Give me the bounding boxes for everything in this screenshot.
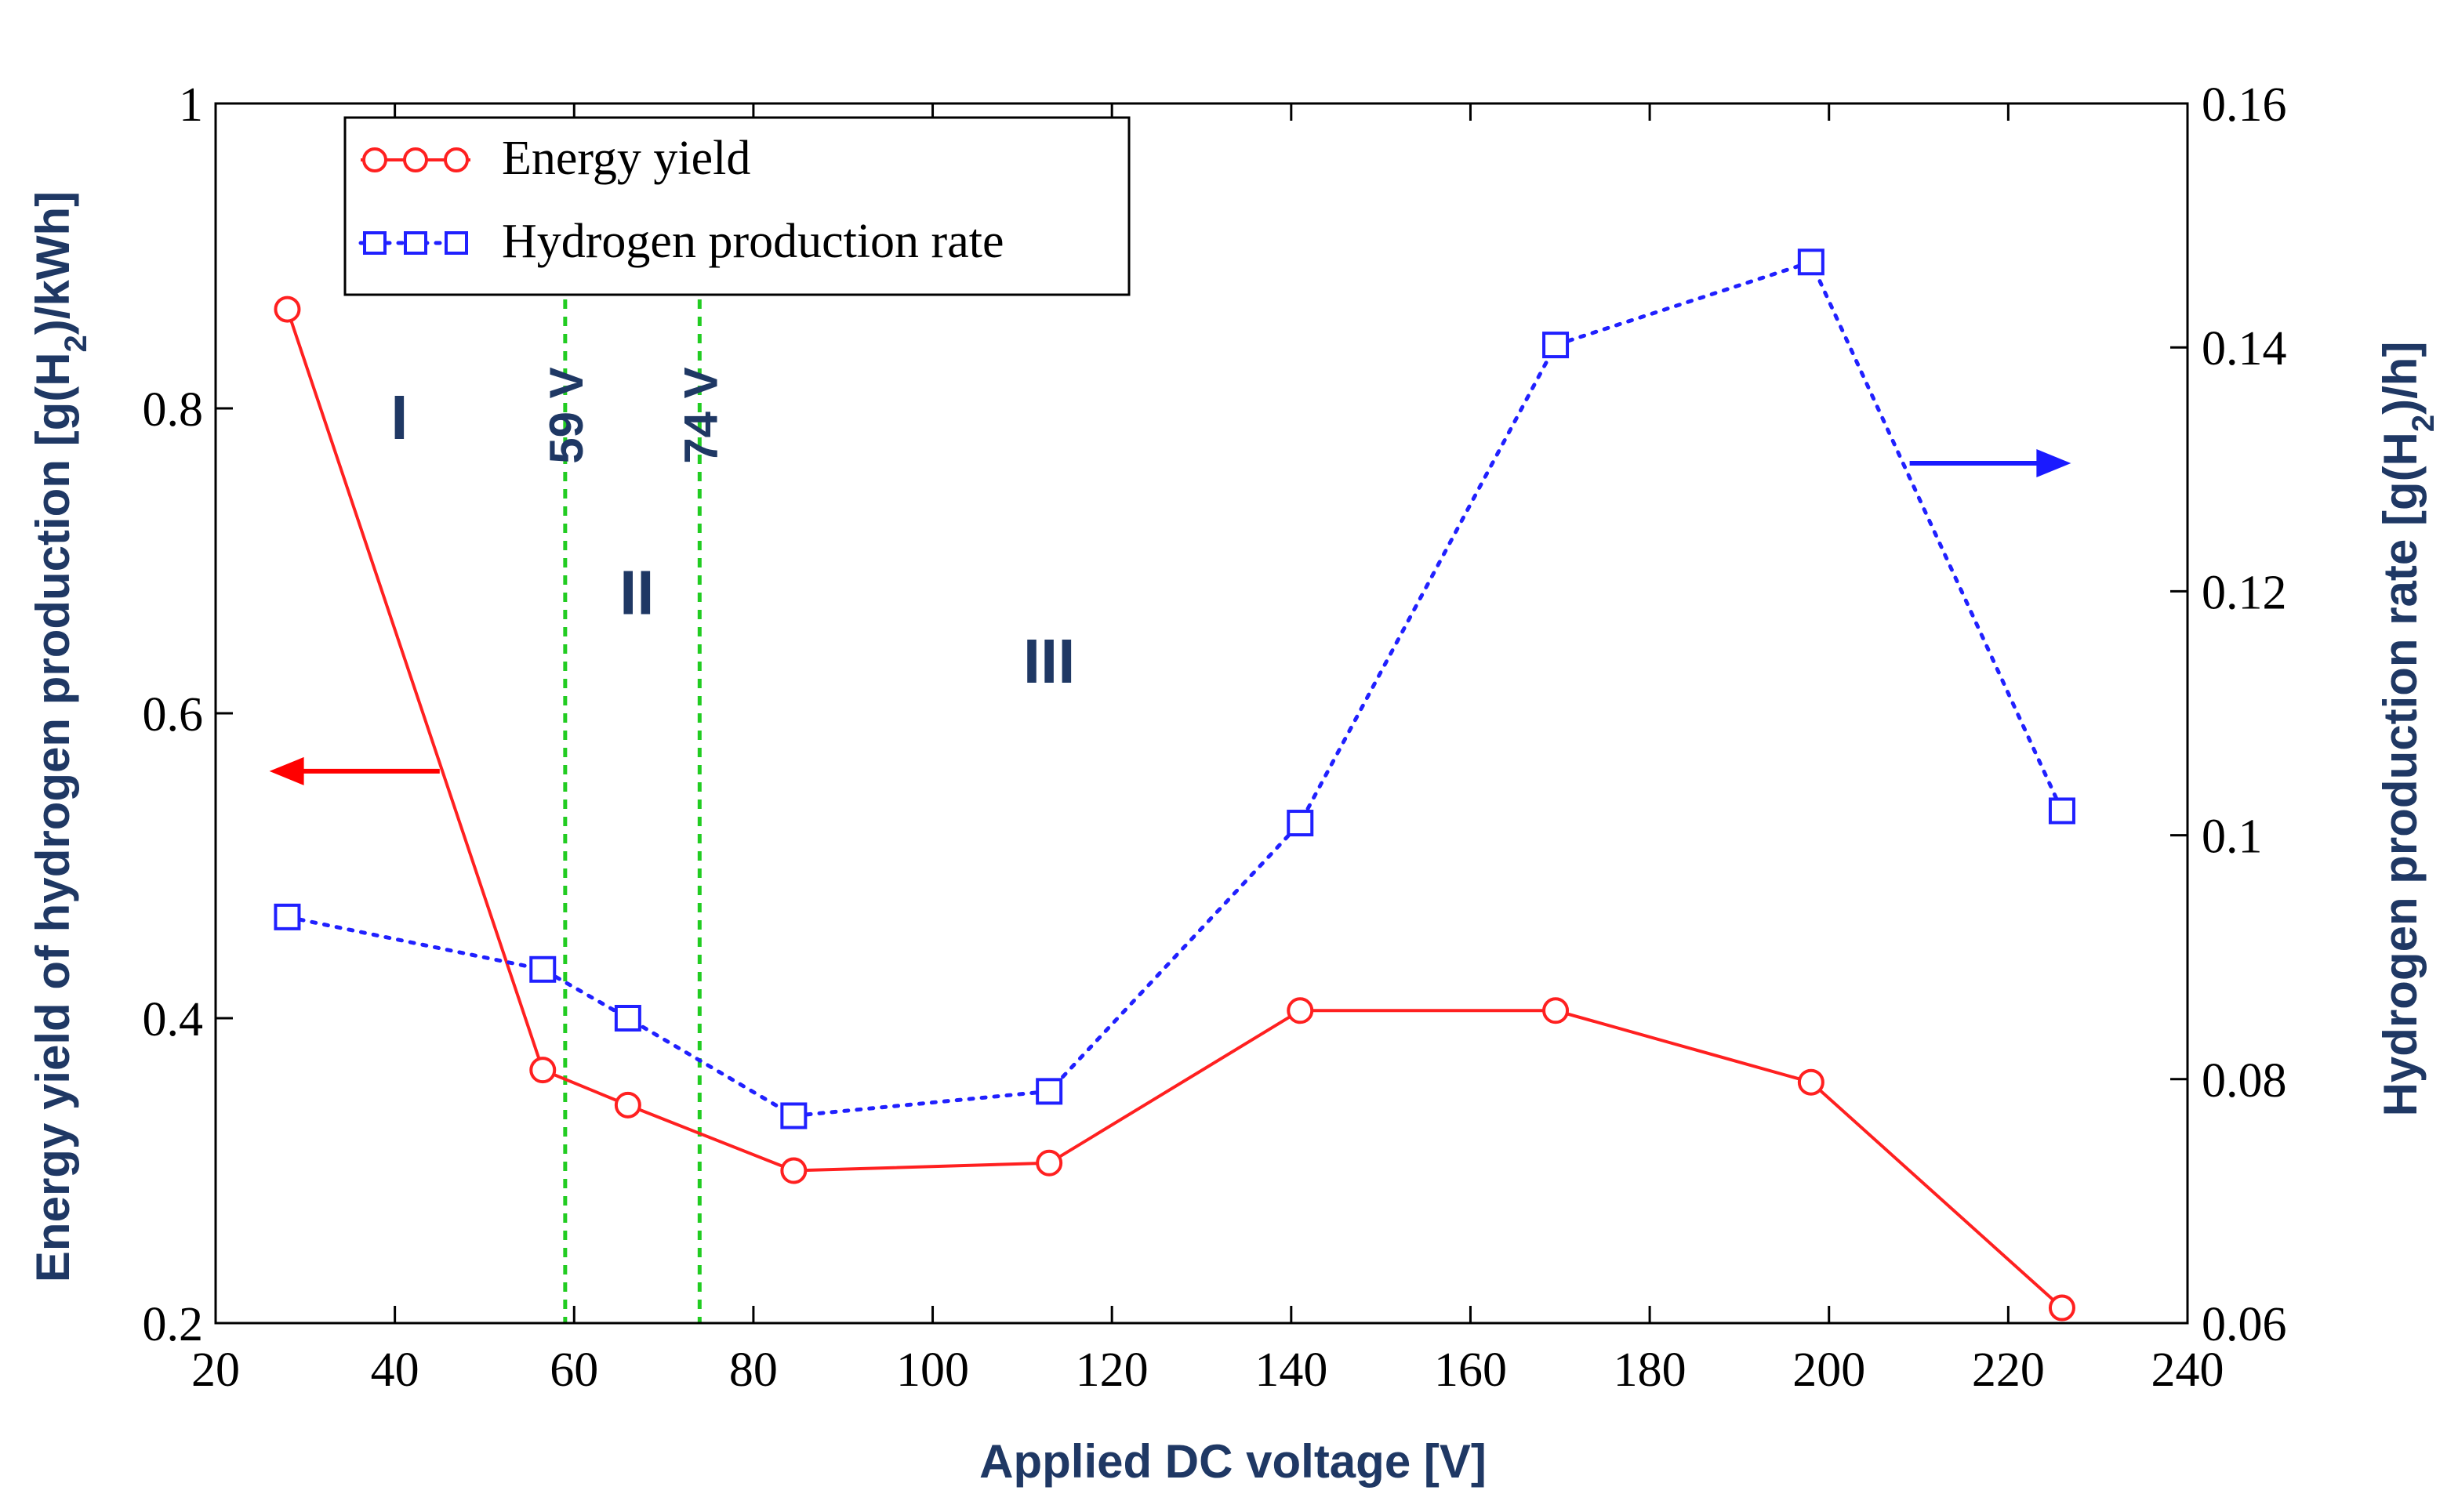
y-axis-right-title-pre: Hydrogen production rate [g(H	[2374, 432, 2427, 1116]
x-tick-label: 200	[1792, 1343, 1865, 1397]
y-left-tick-label: 0.6	[143, 688, 204, 741]
y-right-tick-label: 0.06	[2202, 1298, 2287, 1351]
y-axis-right-title: Hydrogen production rate [g(H2)/h]	[2374, 342, 2441, 1117]
series-layer	[274, 248, 2075, 1322]
left-axis-arrow-head	[269, 756, 304, 785]
hydrogen-rate-point	[614, 1005, 641, 1032]
y-left-tick-label: 0.8	[143, 383, 204, 437]
y-axis-left-title-sub: 2	[59, 335, 93, 352]
energy-yield-point	[1542, 997, 1570, 1024]
legend-marker-hydrogen-rate	[404, 231, 427, 255]
y-axis-right-title-sub: 2	[2406, 415, 2441, 432]
legend-marker-energy-yield	[403, 147, 428, 172]
y-axis-left-title: Energy yield of hydrogen production [g(H…	[27, 191, 93, 1282]
hydrogen-rate-point	[1036, 1078, 1063, 1105]
y-right-tick-label: 0.14	[2202, 322, 2287, 375]
y-left-tick-label: 0.4	[143, 993, 204, 1046]
x-tick-label: 240	[2151, 1343, 2224, 1397]
y-left-tick-label: 1	[179, 78, 203, 132]
legend-label-energy-yield: Energy yield	[502, 132, 750, 185]
region-label: I	[390, 383, 408, 452]
legend-box	[343, 116, 1131, 296]
hydrogen-rate-point	[2048, 797, 2075, 825]
x-tick-label: 220	[1972, 1343, 2045, 1397]
y-right-tick-label: 0.1	[2202, 810, 2263, 864]
right-axis-arrow-head	[2036, 449, 2071, 478]
x-tick-label: 120	[1076, 1343, 1149, 1397]
region-label: III	[1023, 626, 1076, 696]
y-axis-right-title-post: )/h]	[2374, 342, 2427, 415]
y-axis-left-title-pre: Energy yield of hydrogen production [g(H	[27, 352, 79, 1282]
energy-yield-point	[1797, 1068, 1824, 1096]
legend-sample-hydrogen-rate	[358, 231, 473, 255]
x-tick-label: 20	[191, 1343, 240, 1397]
y-right-tick-label: 0.12	[2202, 566, 2287, 619]
x-axis-title: Applied DC voltage [V]	[979, 1435, 1487, 1488]
vertical-marker-lines	[563, 299, 702, 1323]
energy-yield-point	[1287, 997, 1314, 1024]
hydrogen-rate-point	[1287, 810, 1314, 837]
y-left-tick-label: 0.2	[143, 1298, 204, 1351]
legend-marker-hydrogen-rate	[363, 231, 387, 255]
region-label: II	[619, 558, 654, 628]
legend-marker-hydrogen-rate	[445, 231, 468, 255]
x-tick-label: 180	[1614, 1343, 1686, 1397]
legend-label-hydrogen-rate: Hydrogen production rate	[502, 215, 1004, 268]
tick-labels: 20 40 60 80 100 120 140 160 180 200 220 240 0.2 0.4 0.…	[143, 78, 2287, 1397]
x-tick-label: 100	[896, 1343, 969, 1397]
x-tick-label: 40	[371, 1343, 419, 1397]
vertical-marker-label: 74 V	[674, 367, 727, 463]
legend-sample-energy-yield	[361, 147, 470, 172]
hydrogen-rate-point	[529, 955, 557, 983]
hydrogen-rate-point	[274, 903, 301, 930]
energy-yield-point	[274, 296, 301, 323]
x-tick-label: 160	[1434, 1343, 1507, 1397]
legend-marker-energy-yield	[444, 147, 469, 172]
y-right-tick-label: 0.08	[2202, 1054, 2287, 1108]
energy-yield-point	[529, 1057, 557, 1084]
vertical-marker-label: 59 V	[540, 367, 593, 463]
legend-marker-energy-yield	[362, 147, 387, 172]
plot-area-frame	[214, 102, 2189, 1325]
x-tick-label: 140	[1254, 1343, 1327, 1397]
energy-yield-point	[1036, 1149, 1063, 1177]
y-axis-left-title-post: )/kWh]	[27, 191, 79, 335]
legend: Energy yield Hydrogen production rate	[343, 116, 1131, 296]
energy-yield-point	[614, 1091, 641, 1119]
y-right-tick-label: 0.16	[2202, 78, 2287, 132]
hydrogen-rate-point	[1797, 248, 1824, 276]
hydrogen-rate-point	[1542, 332, 1570, 359]
energy-yield-point	[2048, 1294, 2075, 1322]
x-tick-label: 80	[729, 1343, 778, 1397]
hydrogen-rate-point	[780, 1102, 808, 1129]
energy-yield-point	[780, 1157, 808, 1184]
x-tick-label: 60	[550, 1343, 598, 1397]
